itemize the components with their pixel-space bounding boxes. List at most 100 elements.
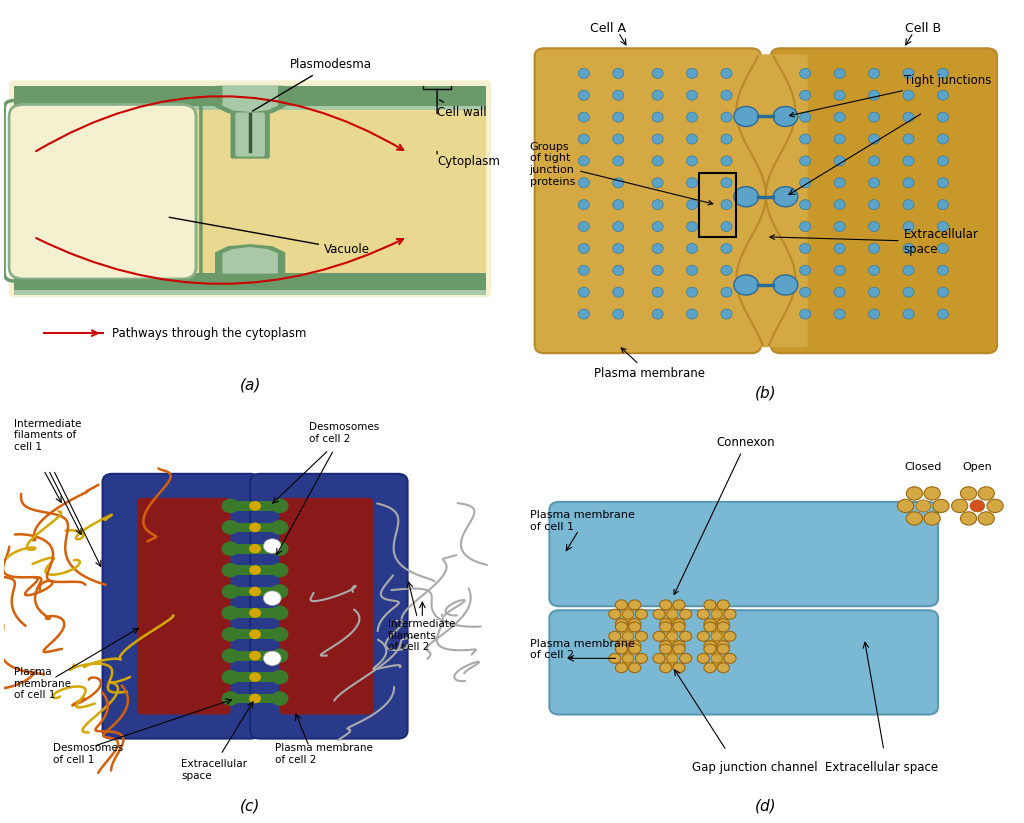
- Ellipse shape: [612, 91, 624, 100]
- Circle shape: [711, 653, 722, 663]
- Ellipse shape: [937, 244, 948, 253]
- Ellipse shape: [615, 644, 628, 654]
- Ellipse shape: [673, 644, 685, 654]
- Text: (c): (c): [240, 799, 260, 814]
- Ellipse shape: [835, 244, 845, 253]
- Bar: [230, 523, 280, 532]
- FancyBboxPatch shape: [9, 105, 196, 279]
- Ellipse shape: [629, 644, 641, 654]
- Circle shape: [221, 627, 240, 641]
- Ellipse shape: [652, 68, 664, 78]
- Ellipse shape: [800, 244, 811, 253]
- Ellipse shape: [800, 134, 811, 144]
- Ellipse shape: [903, 287, 914, 297]
- Ellipse shape: [717, 663, 729, 672]
- Bar: [230, 587, 280, 597]
- Ellipse shape: [800, 68, 811, 78]
- Ellipse shape: [717, 641, 729, 651]
- Bar: [667, 604, 678, 625]
- Ellipse shape: [835, 178, 845, 188]
- Polygon shape: [223, 248, 278, 273]
- Ellipse shape: [868, 200, 880, 210]
- Ellipse shape: [680, 653, 692, 663]
- Ellipse shape: [835, 200, 845, 210]
- Circle shape: [773, 275, 798, 295]
- Ellipse shape: [937, 91, 948, 100]
- Ellipse shape: [937, 265, 948, 276]
- Ellipse shape: [686, 221, 697, 231]
- Ellipse shape: [903, 265, 914, 276]
- Bar: [14, 86, 486, 109]
- Circle shape: [221, 563, 240, 577]
- Ellipse shape: [703, 641, 716, 651]
- Ellipse shape: [835, 287, 845, 297]
- Bar: [230, 694, 280, 704]
- FancyBboxPatch shape: [137, 498, 230, 714]
- Circle shape: [249, 630, 261, 639]
- Ellipse shape: [659, 600, 672, 610]
- Circle shape: [270, 563, 289, 577]
- Ellipse shape: [673, 663, 685, 672]
- Ellipse shape: [924, 512, 940, 525]
- Ellipse shape: [951, 500, 968, 513]
- Ellipse shape: [579, 287, 590, 297]
- Ellipse shape: [629, 622, 641, 632]
- Ellipse shape: [717, 644, 729, 654]
- Ellipse shape: [937, 287, 948, 297]
- Ellipse shape: [673, 600, 685, 610]
- Ellipse shape: [717, 622, 729, 632]
- Ellipse shape: [937, 200, 948, 210]
- Ellipse shape: [903, 134, 914, 144]
- Circle shape: [221, 584, 240, 598]
- Circle shape: [270, 584, 289, 598]
- Ellipse shape: [652, 91, 664, 100]
- Bar: [711, 604, 723, 625]
- Ellipse shape: [978, 512, 994, 525]
- Ellipse shape: [579, 265, 590, 276]
- Ellipse shape: [673, 622, 685, 632]
- Text: Plasma
membrane
of cell 1: Plasma membrane of cell 1: [14, 667, 71, 700]
- Text: Cytoplasm: Cytoplasm: [437, 155, 500, 168]
- Ellipse shape: [612, 178, 624, 188]
- Ellipse shape: [629, 619, 641, 629]
- Ellipse shape: [835, 221, 845, 231]
- Ellipse shape: [612, 244, 624, 253]
- Text: Groups
of tight
junction
proteins: Groups of tight junction proteins: [529, 142, 713, 205]
- Ellipse shape: [579, 112, 590, 122]
- Ellipse shape: [680, 609, 692, 619]
- Text: Cell B: Cell B: [905, 22, 941, 35]
- Ellipse shape: [652, 221, 664, 231]
- Ellipse shape: [721, 287, 732, 297]
- Bar: [623, 604, 634, 625]
- Ellipse shape: [800, 91, 811, 100]
- Ellipse shape: [937, 112, 948, 122]
- Circle shape: [249, 501, 261, 511]
- Ellipse shape: [629, 663, 641, 672]
- Ellipse shape: [612, 221, 624, 231]
- FancyBboxPatch shape: [280, 498, 373, 714]
- Ellipse shape: [933, 500, 949, 513]
- Ellipse shape: [686, 112, 697, 122]
- Ellipse shape: [615, 600, 628, 610]
- Ellipse shape: [987, 500, 1004, 513]
- FancyBboxPatch shape: [535, 49, 761, 353]
- Text: Intermediate
filaments
of cell 2: Intermediate filaments of cell 2: [388, 619, 456, 653]
- Ellipse shape: [697, 609, 710, 619]
- Ellipse shape: [903, 309, 914, 319]
- Ellipse shape: [868, 112, 880, 122]
- Ellipse shape: [579, 134, 590, 144]
- Ellipse shape: [721, 200, 732, 210]
- Bar: [230, 672, 280, 682]
- Ellipse shape: [868, 156, 880, 166]
- Ellipse shape: [673, 619, 685, 629]
- Ellipse shape: [659, 663, 672, 672]
- Ellipse shape: [724, 653, 736, 663]
- Ellipse shape: [937, 68, 948, 78]
- FancyBboxPatch shape: [102, 474, 260, 738]
- Text: Gap junction channel: Gap junction channel: [692, 760, 818, 774]
- Circle shape: [249, 672, 261, 682]
- Ellipse shape: [800, 221, 811, 231]
- Circle shape: [623, 632, 634, 641]
- Circle shape: [623, 653, 634, 663]
- Circle shape: [734, 187, 759, 207]
